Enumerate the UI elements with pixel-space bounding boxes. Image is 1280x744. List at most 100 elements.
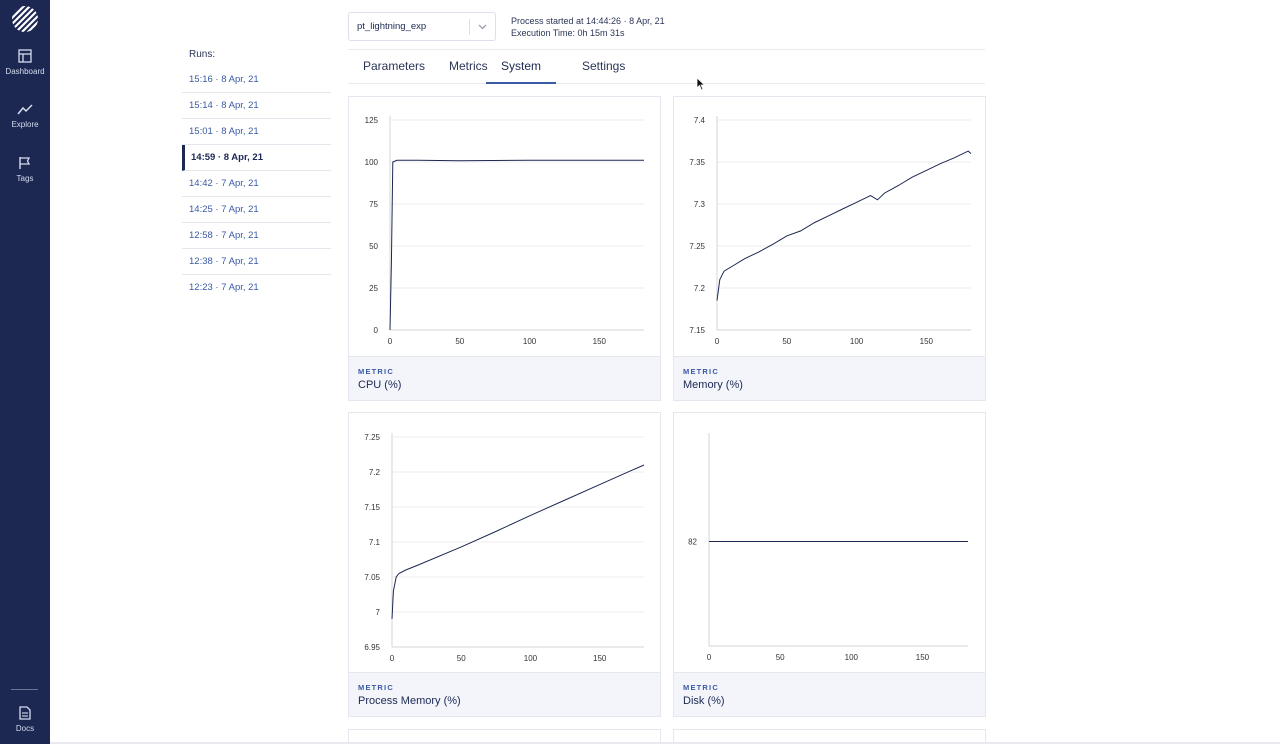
tab-metrics[interactable]: Metrics — [449, 59, 488, 73]
y-tick-label: 6.95 — [364, 643, 380, 652]
nav-explore-label: Explore — [11, 120, 39, 129]
metric-kicker: METRIC — [683, 683, 719, 692]
x-tick-label: 50 — [776, 653, 785, 662]
metric-card-process-memory: 6.95 7 7.05 7.1 7.15 7.2 7.25 0 50 100 150 METRIC … — [348, 412, 661, 717]
metric-kicker: METRIC — [683, 367, 719, 376]
metric-name: Disk (%) — [683, 695, 725, 707]
metric-card-footer: METRIC Process Memory (%) — [349, 672, 660, 716]
x-tick-label: 150 — [916, 653, 930, 662]
metric-name: Process Memory (%) — [358, 695, 461, 707]
x-tick-label: 50 — [457, 654, 466, 663]
metric-card-footer: METRIC Disk (%) — [674, 672, 985, 716]
y-tick-label: 125 — [365, 116, 379, 125]
run-item[interactable]: 12:23 · 7 Apr, 21 — [189, 282, 259, 293]
experiment-select-value: pt_lightning_exp — [357, 21, 427, 32]
x-tick-label: 150 — [593, 654, 607, 663]
nav-explore[interactable]: Explore — [0, 103, 50, 129]
nav-docs-label: Docs — [15, 724, 35, 733]
y-tick-label: 7.15 — [689, 326, 705, 335]
memory-chart: 7.15 7.2 7.25 7.3 7.35 7.4 0 50 100 150 — [689, 116, 972, 346]
y-tick-label: 7.05 — [364, 573, 380, 582]
run-item[interactable]: 12:38 · 7 Apr, 21 — [182, 249, 331, 275]
tab-system[interactable]: System — [486, 59, 557, 84]
nav-docs[interactable]: Docs — [0, 706, 50, 733]
y-tick-label: 7.3 — [694, 200, 706, 209]
series-line — [389, 159, 644, 331]
metric-name: Memory (%) — [683, 379, 743, 391]
tab-parameters[interactable]: Parameters — [363, 59, 426, 73]
tab-settings[interactable]: Settings — [582, 59, 626, 73]
run-item[interactable]: 14:42 · 7 Apr, 21 — [182, 171, 331, 197]
y-tick-label: 7.15 — [364, 503, 380, 512]
metric-kicker: METRIC — [358, 683, 394, 692]
y-tick-label: 7.1 — [369, 538, 381, 547]
y-tick-label: 75 — [369, 200, 378, 209]
process-started-text: Process started at 14:44:26 · 8 Apr, 21 — [511, 16, 665, 26]
sidebar: Dashboard Explore Tags Docs — [0, 0, 50, 744]
x-tick-label: 0 — [715, 337, 720, 346]
header-divider — [348, 49, 985, 50]
run-item[interactable]: 14:25 · 7 Apr, 21 — [182, 197, 331, 223]
document-icon — [19, 706, 31, 720]
x-tick-label: 50 — [455, 337, 464, 346]
cpu-chart: 0 25 50 75 100 125 0 50 100 150 — [365, 116, 644, 346]
run-item-active[interactable]: 14:59 · 8 Apr, 21 — [182, 145, 331, 171]
x-tick-label: 150 — [593, 337, 607, 346]
app-logo-icon[interactable] — [11, 5, 39, 33]
x-tick-label: 100 — [523, 337, 537, 346]
y-tick-label: 7.2 — [694, 284, 706, 293]
runs-title: Runs: — [189, 49, 216, 60]
metric-card-disk: 82 0 50 100 150 METRIC Disk (%) — [673, 412, 986, 717]
nav-tags[interactable]: Tags — [0, 156, 50, 183]
run-item[interactable]: 12:58 · 7 Apr, 21 — [182, 223, 331, 249]
tab-bar: Parameters Metrics System Settings — [348, 50, 985, 84]
process-info: Process started at 14:44:26 · 8 Apr, 21 … — [511, 15, 665, 39]
x-tick-label: 0 — [390, 654, 395, 663]
run-item[interactable]: 15:14 · 8 Apr, 21 — [182, 93, 331, 119]
execution-time-text: Execution Time: 0h 15m 31s — [511, 28, 625, 38]
y-tick-label: 50 — [369, 242, 378, 251]
x-tick-label: 100 — [845, 653, 859, 662]
experiment-select[interactable]: pt_lightning_exp — [348, 12, 496, 41]
metric-card-partial — [673, 729, 986, 744]
y-tick-label: 7.4 — [694, 116, 706, 125]
nav-dashboard-label: Dashboard — [5, 67, 45, 76]
y-tick-label: 7.2 — [369, 468, 381, 477]
page-bottom-border — [50, 742, 1280, 744]
y-tick-label: 7.25 — [364, 433, 380, 442]
sidebar-divider — [11, 689, 38, 690]
metric-card-footer: METRIC CPU (%) — [349, 356, 660, 400]
explore-trend-icon — [17, 104, 33, 115]
metric-name: CPU (%) — [358, 379, 402, 391]
x-tick-label: 0 — [388, 337, 393, 346]
y-tick-label: 82 — [688, 538, 697, 547]
series-line — [391, 464, 645, 620]
x-tick-label: 0 — [707, 653, 712, 662]
nav-dashboard[interactable]: Dashboard — [0, 49, 50, 76]
mouse-cursor-icon — [696, 77, 706, 91]
chevron-down-icon[interactable] — [477, 21, 488, 32]
x-tick-label: 50 — [782, 337, 791, 346]
select-divider — [469, 19, 470, 35]
run-item[interactable]: 15:16 · 8 Apr, 21 — [182, 67, 331, 93]
metric-card-memory: 7.15 7.2 7.25 7.3 7.35 7.4 0 50 100 150 METRIC Me… — [673, 96, 986, 401]
series-line — [716, 150, 972, 301]
metric-card-cpu: 0 25 50 75 100 125 0 50 100 150 METRIC CPU (%) — [348, 96, 661, 401]
metric-card-partial — [348, 729, 661, 744]
y-tick-label: 100 — [365, 158, 379, 167]
x-tick-label: 100 — [850, 337, 864, 346]
y-tick-label: 7.25 — [689, 242, 705, 251]
y-tick-label: 7.35 — [689, 158, 705, 167]
process-memory-chart: 6.95 7 7.05 7.1 7.15 7.2 7.25 0 50 100 150 — [364, 433, 645, 663]
nav-tags-label: Tags — [16, 174, 34, 183]
y-tick-label: 25 — [369, 284, 378, 293]
flag-icon — [19, 157, 31, 169]
metric-kicker: METRIC — [358, 367, 394, 376]
dashboard-icon — [18, 49, 32, 63]
y-tick-label: 0 — [374, 326, 379, 335]
x-tick-label: 100 — [524, 654, 538, 663]
metric-card-footer: METRIC Memory (%) — [674, 356, 985, 400]
x-tick-label: 150 — [920, 337, 934, 346]
run-item[interactable]: 15:01 · 8 Apr, 21 — [182, 119, 331, 145]
y-tick-label: 7 — [376, 608, 381, 617]
